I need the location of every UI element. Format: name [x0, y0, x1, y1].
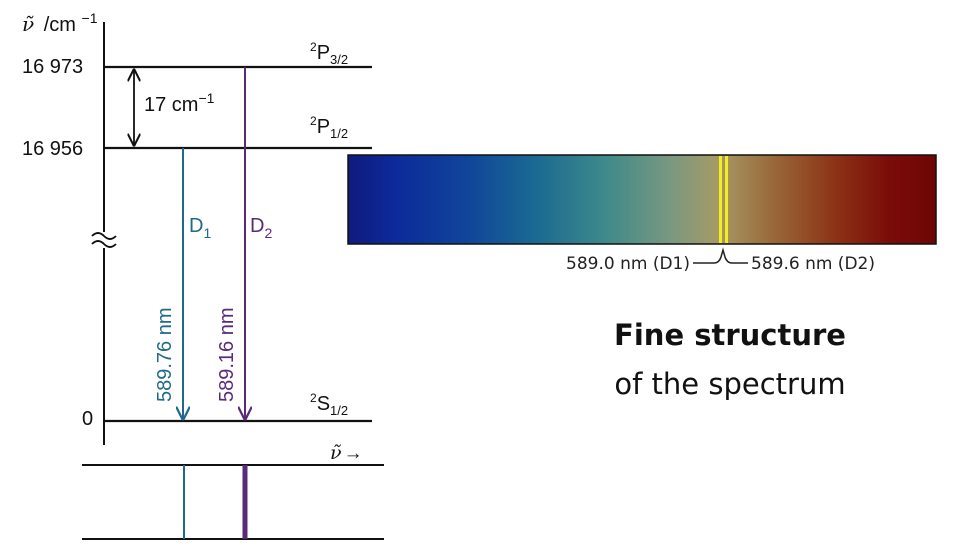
splitting-label: 17 cm−1 [144, 90, 215, 116]
sodium-d-line-left [719, 156, 722, 243]
sodium-d-line-right [725, 156, 728, 243]
energy-axis-unit: /cm [44, 14, 76, 36]
caption-subtitle: of the spectrum [614, 367, 846, 401]
term-symbol-s12: 2S1/2 [310, 391, 348, 418]
spectrum-label-bracket [693, 247, 748, 264]
term-symbol-p32: 2P3/2 [310, 40, 348, 67]
caption-title: Fine structure [614, 318, 846, 352]
energy-axis-unit-exp: −1 [82, 10, 98, 26]
level-value-s12: 0 [82, 408, 93, 430]
energy-axis-symbol: ν̃ [22, 12, 34, 36]
spectrum-image [347, 154, 937, 245]
term-symbol-p12: 2P1/2 [310, 114, 348, 141]
spectrum-label-d2: 589.6 nm (D2) [751, 254, 875, 274]
axis-break-icon [91, 232, 117, 248]
level-value-p12: 16 956 [22, 138, 83, 160]
d2-wavelength: 589.16 nm [216, 307, 238, 402]
d1-wavelength: 589.76 nm [154, 307, 176, 402]
energy-axis-label: ν̃ /cm −1 [22, 10, 98, 36]
d1-label: D1 [189, 215, 211, 241]
d2-label: D2 [250, 215, 272, 241]
spectrum-label-d1: 589.0 nm (D1) [566, 254, 690, 274]
level-value-p32: 16 973 [22, 56, 83, 78]
spectrum-axis-label: ν̃ → [330, 442, 363, 464]
